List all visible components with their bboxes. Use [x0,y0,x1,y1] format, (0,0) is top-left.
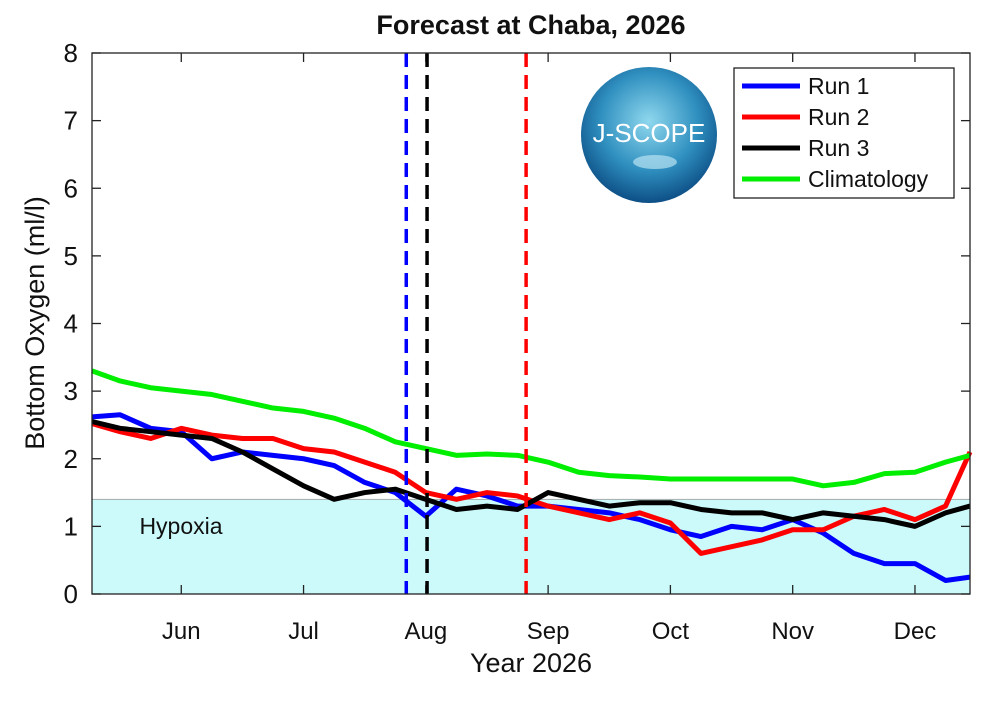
y-tick-label: 0 [64,579,78,609]
chart-title: Forecast at Chaba, 2026 [376,10,685,40]
legend: Run 1 Run 2 Run 3 Climatology [733,67,955,199]
x-tick-label: Sep [527,618,570,645]
x-tick-label: Jul [288,618,319,645]
logo-circle [581,67,717,203]
y-tick-label: 5 [64,241,78,271]
y-tick-label: 6 [64,173,78,203]
logo-fish [633,155,677,169]
x-tick-label: Jun [162,618,201,645]
data-line [91,412,971,583]
legend-label: Climatology [808,166,929,192]
hypoxia-label: Hypoxia [139,513,222,539]
logo: J-SCOPE [581,67,717,203]
x-axis-label: Year 2026 [470,648,592,678]
legend-box [733,67,955,199]
y-tick-label: 3 [64,376,78,406]
logo-text: J-SCOPE [593,118,706,148]
y-tick-label: 8 [64,38,78,68]
legend-label: Run 2 [808,104,869,130]
data-line [91,368,971,489]
x-tick-label: Oct [652,618,690,645]
y-axis-label: Bottom Oxygen (ml/l) [20,196,50,450]
legend-label: Run 3 [808,135,869,161]
y-tick-label: 7 [64,106,78,136]
y-tick-label: 1 [64,511,78,541]
y-tick-label: 4 [64,309,78,339]
x-tick-label: Nov [771,618,814,645]
plot-frame [91,52,971,595]
x-tick-label: Aug [404,618,447,645]
data-line [91,419,971,529]
legend-label: Run 1 [808,73,869,99]
y-tick-label: 2 [64,444,78,474]
x-tick-label: Dec [894,618,937,645]
